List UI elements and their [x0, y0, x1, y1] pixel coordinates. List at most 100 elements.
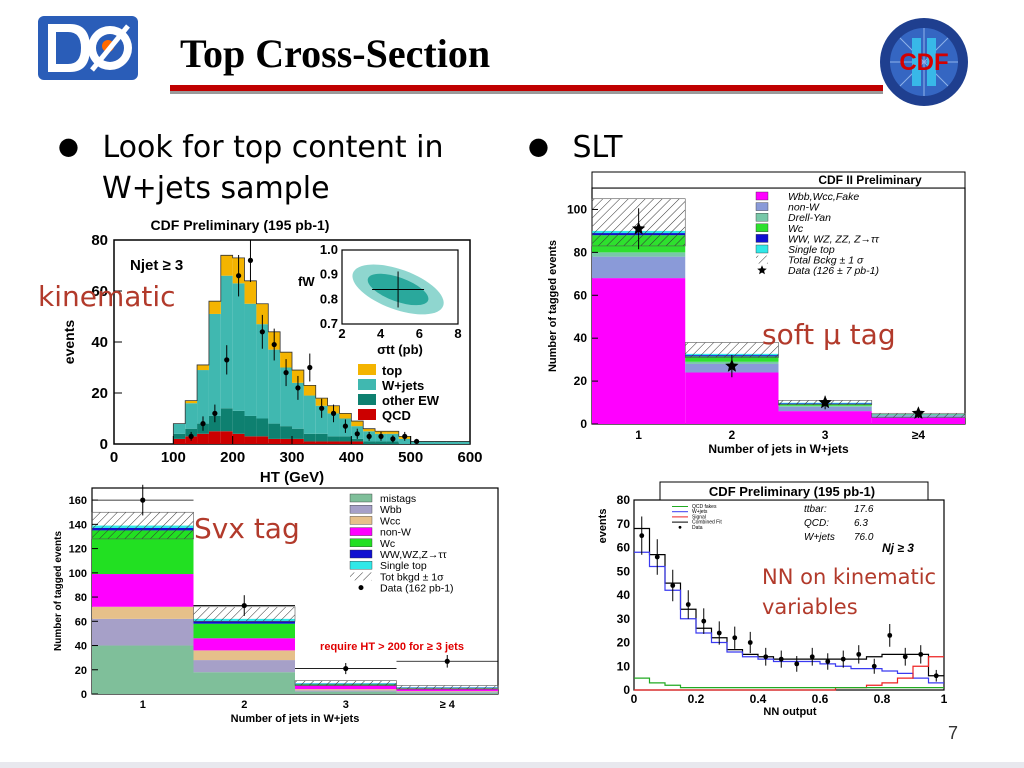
x-tick-label: 0.2 — [688, 692, 705, 706]
y-tick-label: 50 — [617, 564, 631, 578]
data-point — [654, 554, 660, 560]
stack-bar-w-jets — [232, 283, 245, 411]
stack-bar-other-ew — [386, 441, 399, 444]
stack-bar-qcd — [303, 441, 316, 444]
svx-chart: 1 2 3 ≥ 4 0 20 40 60 80 100 120 140 160 Number of jet… — [53, 484, 499, 724]
inset-y-label: fW — [298, 274, 315, 289]
stack-bar-non-w — [193, 638, 295, 651]
y-tick-label: 120 — [69, 544, 87, 556]
y-tick-label: 80 — [617, 493, 631, 507]
legend-label: Drell-Yan — [788, 212, 831, 224]
stack-bar-top — [386, 431, 399, 434]
data-point — [330, 410, 337, 416]
stack-bar-w-jets — [458, 441, 470, 444]
legend-swatch — [358, 409, 376, 420]
legend-label: Combined Fit — [692, 520, 722, 526]
y-tick-label: 40 — [617, 588, 631, 602]
stack-bar-top — [351, 421, 364, 427]
stack-bar-non-w — [396, 688, 498, 691]
stack-bar-w-jets — [292, 382, 304, 429]
y-tick-label: 60 — [75, 616, 87, 628]
stack-bar-qcd — [220, 431, 233, 444]
stack-bar-wbb — [92, 618, 194, 646]
stack-bar-other-ew — [292, 428, 304, 439]
legend-label: Wc — [788, 223, 804, 235]
stack-bar-wcc — [295, 689, 397, 691]
y-axis-label: Number of tagged events — [547, 240, 559, 372]
x-tick-label: 100 — [161, 449, 186, 466]
data-point — [366, 433, 372, 439]
inset-y-tick-label: 0.8 — [320, 291, 338, 306]
y-axis-label: events — [597, 509, 609, 544]
stack-bar-non-w — [592, 256, 686, 279]
stack-bar-other-ew — [363, 441, 376, 444]
stack-bar-mistags — [92, 645, 194, 694]
series-line-signal — [634, 656, 944, 691]
y-tick-label: 70 — [617, 517, 631, 531]
inset-y-tick-label: 1.0 — [320, 242, 338, 257]
stack-bar-top — [220, 255, 233, 276]
series-line-w-jets — [634, 551, 944, 684]
data-point — [632, 221, 646, 235]
y-tick-label: 140 — [69, 519, 87, 531]
stack-bar-wc — [193, 623, 295, 639]
stack-bar-wcc — [193, 650, 295, 661]
fit-result-label: ttbar: — [804, 504, 827, 515]
legend-label: Single top — [788, 244, 835, 256]
stack-bar-w-jets — [280, 367, 292, 427]
data-point — [670, 583, 676, 588]
ht-chart: 0 100 200 300 400 500 600 0 20 40 60 80 CDF Prelimin… — [61, 217, 483, 486]
x-tick-label: ≥ 4 — [440, 699, 456, 711]
title-box — [591, 171, 966, 189]
data-point — [825, 659, 831, 664]
legend-label: WW, WZ, ZZ, Z→ττ — [788, 233, 880, 245]
series-line-qcd-fakes — [634, 677, 944, 689]
cdf-logo: CDF — [878, 16, 970, 108]
stack-bar-qcd — [315, 441, 328, 444]
x-axis-label: HT (GeV) — [260, 469, 324, 486]
total-bkg-band — [396, 685, 499, 690]
stack-bar-qcd — [292, 438, 304, 444]
y-tick-label: 100 — [567, 202, 587, 216]
x-tick-label: 200 — [220, 449, 245, 466]
data-point — [271, 341, 277, 348]
data-point — [140, 497, 146, 503]
legend-swatch — [349, 527, 373, 536]
inset-y-tick-label: 0.7 — [320, 316, 338, 331]
legend-swatch — [358, 394, 376, 405]
stack-bar-wbb — [396, 691, 498, 693]
legend-swatch — [349, 538, 373, 547]
stack-bar-qcd — [256, 436, 269, 444]
legend-swatch — [349, 516, 373, 525]
stack-bar-w-jets — [208, 313, 221, 416]
data-point — [354, 431, 360, 437]
data-point — [887, 632, 893, 638]
data-point — [283, 370, 289, 376]
fit-result-value: 76.0 — [854, 532, 874, 543]
x-tick-label: 2 — [729, 428, 736, 442]
stack-bar-qcd — [351, 441, 364, 444]
y-tick-label: 80 — [574, 245, 588, 259]
total-bkg-band — [294, 680, 397, 686]
data-point — [685, 602, 691, 607]
y-tick-label: 100 — [69, 568, 87, 580]
data-point — [319, 405, 325, 411]
x-tick-label: 3 — [822, 428, 829, 442]
nn-chart: CDF Preliminary (195 pb-1) 0 0.2 0.4 0.6 0.8 1… — [597, 481, 948, 718]
legend-swatch — [349, 505, 373, 514]
legend-swatch — [350, 572, 372, 581]
x-tick-label: 300 — [279, 449, 304, 466]
d0-logo-icon — [38, 16, 138, 80]
stack-outline — [172, 254, 470, 444]
y-tick-label: 40 — [75, 641, 87, 653]
legend-swatch — [358, 585, 364, 591]
stack-bar-qcd — [173, 438, 186, 444]
x-tick-label: 1 — [140, 699, 146, 711]
legend-swatch — [358, 364, 376, 375]
legend-label: W+jets — [692, 509, 708, 515]
data-point — [856, 651, 862, 657]
data-point — [402, 433, 408, 439]
njet-annotation: Nj ≥ 3 — [882, 541, 914, 555]
inset-x-tick-label: 6 — [416, 326, 423, 341]
inset-x-tick-label: 2 — [338, 326, 345, 341]
